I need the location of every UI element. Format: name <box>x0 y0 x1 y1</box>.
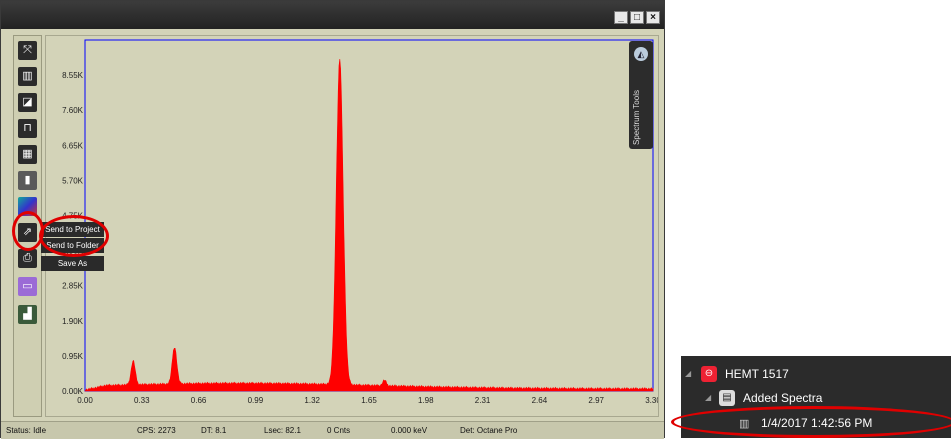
x-tick-label: 2.64 <box>532 396 548 405</box>
title-bar: _ □ × <box>1 1 664 29</box>
cps-readout: CPS: 2273 <box>137 426 176 435</box>
kev-readout: 0.000 keV <box>391 426 427 435</box>
y-tick-label: 0.00K <box>62 387 84 396</box>
expand-caret-icon[interactable]: ◢ <box>705 393 711 402</box>
print-icon[interactable]: ⎙ <box>18 249 37 268</box>
dt-readout: DT: 8.1 <box>201 426 226 435</box>
y-tick-label: 2.85K <box>62 282 84 291</box>
peak-icon[interactable]: ⊓ <box>18 119 37 138</box>
highlight-ring-tree <box>671 406 951 438</box>
x-tick-label: 0.33 <box>134 396 150 405</box>
y-tick-label: 7.60K <box>62 106 84 115</box>
x-tick-label: 0.99 <box>248 396 264 405</box>
save-icon[interactable]: ▭ <box>18 277 37 296</box>
tree-node-folder[interactable]: Added Spectra <box>743 391 822 405</box>
spectrum-tools-tab[interactable]: ◭ Spectrum Tools <box>629 41 653 149</box>
folder-icon: ▤ <box>719 390 735 406</box>
lsec-readout: Lsec: 82.1 <box>264 426 301 435</box>
spectrum-bars-icon[interactable]: ▮ <box>18 171 37 190</box>
counts-readout: 0 Cnts <box>327 426 350 435</box>
tree-node-project[interactable]: HEMT 1517 <box>725 367 789 381</box>
expand-caret-icon[interactable]: ◢ <box>685 369 691 378</box>
layout-icon[interactable]: ▦ <box>18 145 37 164</box>
y-tick-label: 1.90K <box>62 317 84 326</box>
detector-readout: Det: Octane Pro <box>460 426 517 435</box>
x-tick-label: 3.30 <box>645 396 658 405</box>
x-tick-label: 0.66 <box>191 396 207 405</box>
minimize-button[interactable]: _ <box>614 11 628 24</box>
x-tick-label: 1.65 <box>361 396 377 405</box>
close-button[interactable]: × <box>646 11 660 24</box>
project-icon: ⊖ <box>701 366 717 382</box>
spectrum-chart[interactable]: 0.00K0.95K1.90K2.85K3.80K4.75K5.70K6.65K… <box>46 36 658 416</box>
histogram-icon[interactable]: ▥ <box>18 67 37 86</box>
x-tick-label: 2.97 <box>588 396 604 405</box>
maximize-button[interactable]: □ <box>630 11 644 24</box>
highlight-ring-menu <box>39 215 109 257</box>
save-as-item[interactable]: Save As <box>41 256 104 271</box>
y-tick-label: 0.95K <box>62 352 84 361</box>
x-tick-label: 1.32 <box>304 396 320 405</box>
spectrum-tools-icon: ◭ <box>634 47 648 61</box>
zoom-fit-icon[interactable]: ⤧ <box>18 41 37 60</box>
y-tick-label: 6.65K <box>62 141 84 150</box>
status-text: Status: Idle <box>6 426 46 435</box>
x-tick-label: 0.00 <box>77 396 93 405</box>
y-tick-label: 5.70K <box>62 176 84 185</box>
x-tick-label: 1.98 <box>418 396 434 405</box>
spectrum-tools-label: Spectrum Tools <box>632 90 641 145</box>
y-tick-label: 8.55K <box>62 71 84 80</box>
plot-area <box>85 40 653 391</box>
x-tick-label: 2.31 <box>475 396 491 405</box>
plot-panel: 0.00K0.95K1.90K2.85K3.80K4.75K5.70K6.65K… <box>45 35 659 417</box>
project-tree: ◢ ⊖ HEMT 1517 ◢ ▤ Added Spectra ▥ 1/4/20… <box>681 356 951 438</box>
compare-icon[interactable]: ◪ <box>18 93 37 112</box>
status-bar: Status: Idle CPS: 2273 DT: 8.1 Lsec: 82.… <box>1 421 664 439</box>
multi-spectrum-icon[interactable]: ▟ <box>18 305 37 324</box>
